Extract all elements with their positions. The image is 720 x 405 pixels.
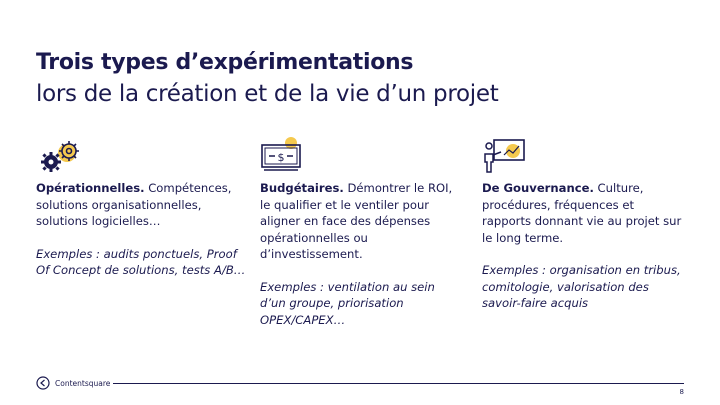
description-text: Culture, procédures, fréquences et rappo… — [482, 181, 682, 245]
description: Opérationnelles. Compétences, solutions … — [36, 180, 246, 230]
column-budgetaires: $ Budgétaires. Démontrer le ROI, le qual… — [260, 136, 460, 328]
description: De Gouvernance. Culture, procédures, fré… — [482, 180, 682, 246]
heading: Opérationnelles. — [36, 181, 145, 195]
gears-icon — [41, 141, 79, 172]
svg-text:$: $ — [278, 151, 285, 164]
description-text: Compétences, solutions organisationnelle… — [36, 181, 232, 228]
column-operationnelles: Opérationnelles. Compétences, solutions … — [36, 136, 246, 279]
presentation-board-icon — [484, 139, 525, 173]
brand-logo: Contentsquare — [36, 376, 110, 390]
banknote-icon: $ — [261, 137, 301, 171]
description: Budgétaires. Démontrer le ROI, le qualif… — [260, 180, 460, 263]
examples: Exemples : audits ponctuels, Proof Of Co… — [36, 246, 246, 278]
heading: Budgétaires. — [260, 181, 344, 195]
title-line-1: Trois types d’expérimentations — [36, 50, 414, 75]
footer-divider — [113, 383, 684, 384]
page-number: 8 — [679, 388, 684, 396]
column-gouvernance: De Gouvernance. Culture, procédures, fré… — [482, 136, 682, 312]
brand-name: Contentsquare — [55, 378, 111, 388]
examples: Exemples : organisation en tribus, comit… — [482, 263, 681, 310]
contentsquare-logo-icon — [36, 376, 50, 390]
examples: Exemples : ventilation au sein d’un grou… — [260, 279, 435, 327]
title-line-2: lors de la création et de la vie d’un pr… — [36, 81, 499, 107]
heading: De Gouvernance. — [482, 181, 594, 195]
description-text: Démontrer le ROI, le qualifier et le ven… — [260, 181, 453, 261]
